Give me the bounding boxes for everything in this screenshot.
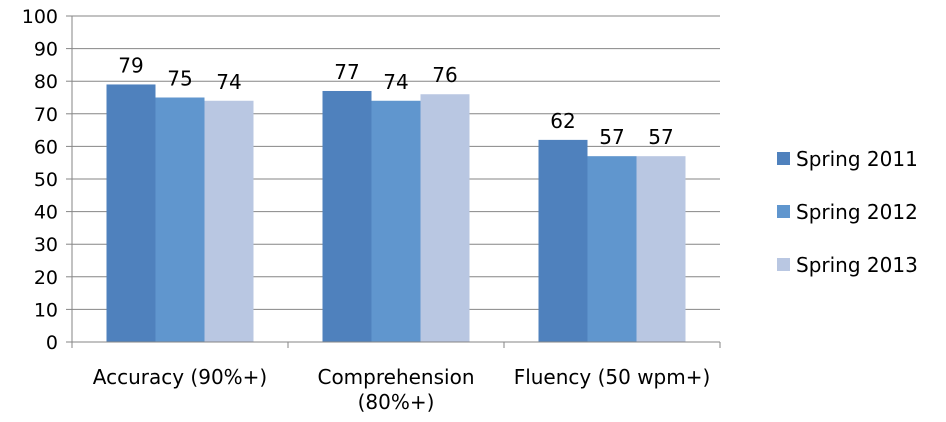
legend-swatch	[777, 152, 790, 165]
y-tick-label: 30	[34, 234, 58, 256]
bar	[155, 97, 205, 342]
data-label: 57	[599, 125, 624, 149]
data-label: 74	[216, 70, 241, 94]
data-label: 76	[432, 63, 457, 87]
bar	[106, 84, 156, 343]
y-tick-label: 20	[34, 267, 58, 289]
data-labels: 79 75 74 77 74 76 62 57 57	[118, 53, 673, 149]
y-tick-label: 0	[46, 332, 58, 354]
legend: Spring 2011 Spring 2012 Spring 2013	[777, 147, 918, 277]
data-label: 75	[167, 67, 192, 91]
y-tick-label: 70	[34, 104, 58, 126]
category-labels: Accuracy (90%+) Comprehension(80%+) Fluenc…	[93, 365, 711, 414]
bar	[322, 90, 372, 342]
category-label: (80%+)	[358, 390, 435, 414]
category-label: Accuracy (90%+)	[93, 365, 267, 389]
bars	[106, 84, 686, 343]
y-tick-label: 40	[34, 202, 58, 224]
bar	[538, 139, 588, 342]
bar	[204, 100, 254, 342]
data-label: 57	[648, 125, 673, 149]
y-tick-label: 90	[34, 39, 58, 61]
legend-swatch	[777, 258, 790, 271]
y-tick-label: 100	[22, 6, 58, 28]
data-label: 79	[118, 53, 143, 77]
legend-swatch	[777, 205, 790, 218]
bar	[420, 94, 470, 343]
legend-label: Spring 2011	[796, 147, 918, 171]
y-axis-ticks: 0 10 20 30 40 50 60 70 80 90 100	[22, 6, 72, 354]
category-label: Comprehension	[317, 365, 474, 389]
axes	[71, 16, 721, 348]
bar	[587, 156, 637, 342]
y-tick-label: 10	[34, 299, 58, 321]
data-label: 74	[383, 70, 408, 94]
legend-label: Spring 2012	[796, 200, 918, 224]
legend-label: Spring 2013	[796, 253, 918, 277]
y-tick-label: 60	[34, 136, 58, 158]
y-tick-label: 50	[34, 169, 58, 191]
bar	[371, 100, 421, 342]
bar	[636, 156, 686, 342]
y-tick-label: 80	[34, 71, 58, 93]
data-label: 77	[334, 60, 359, 84]
category-label: Fluency (50 wpm+)	[514, 365, 711, 389]
data-label: 62	[550, 109, 575, 133]
